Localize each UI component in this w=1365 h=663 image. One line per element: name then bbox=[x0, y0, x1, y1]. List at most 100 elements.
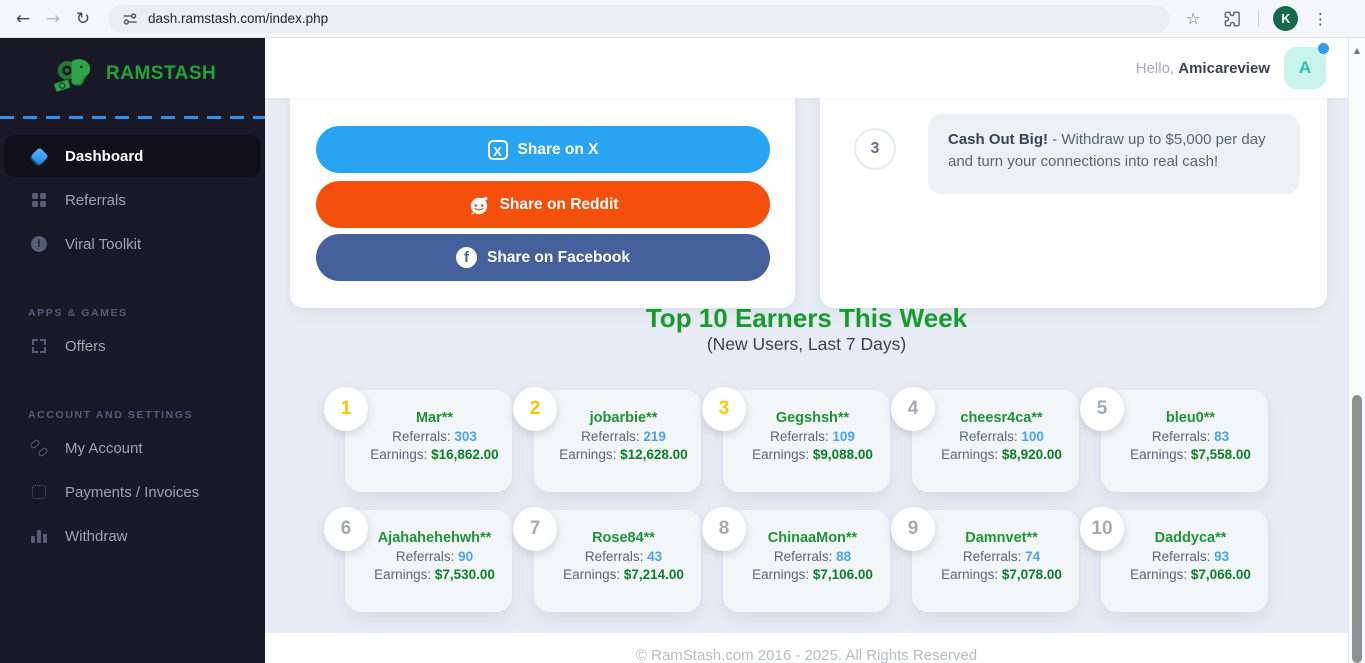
earner-referrals: Referrals: 303 bbox=[392, 429, 477, 444]
earner-earnings: Earnings: $16,862.00 bbox=[370, 447, 499, 462]
bookmark-star-icon[interactable]: ☆ bbox=[1186, 9, 1201, 28]
earner-referrals: Referrals: 88 bbox=[773, 549, 852, 564]
sidebar-item-label: My Account bbox=[65, 439, 143, 457]
rank-number: 6 bbox=[340, 518, 352, 539]
rank-number: 4 bbox=[907, 398, 919, 419]
ram-logo-icon bbox=[53, 59, 91, 93]
earner-card: 8 ChinaaMon** Referrals: 88 Earnings: $7… bbox=[702, 507, 890, 612]
page-scrollbar[interactable]: ▲ bbox=[1348, 38, 1365, 663]
earner-card: 4 cheesr4ca** Referrals: 100 Earnings: $… bbox=[891, 387, 1079, 492]
sidebar-item-label: Payments / Invoices bbox=[65, 483, 200, 501]
rank-number: 2 bbox=[529, 398, 541, 419]
toolbar-divider bbox=[1258, 10, 1260, 27]
share-card: X Share on X Share on Reddit f Share on … bbox=[290, 80, 795, 308]
rank-badge: 10 bbox=[1080, 507, 1124, 551]
earner-card: 9 Damnvet** Referrals: 74 Earnings: $7,0… bbox=[891, 507, 1079, 612]
user-avatar[interactable]: A bbox=[1284, 43, 1329, 89]
sidebar-item-label: Referrals bbox=[65, 191, 126, 209]
earner-username: bleu0** bbox=[1165, 410, 1216, 426]
sidebar: RamStash Dashboard Referrals ! Viral Too… bbox=[0, 38, 265, 663]
earner-earnings: Earnings: $9,088.00 bbox=[752, 447, 873, 462]
steps-card: 3 Cash Out Big! - Withdraw up to $5,000 … bbox=[820, 76, 1327, 308]
address-bar[interactable]: dash.ramstash.com/index.php bbox=[108, 4, 1170, 33]
top10-subtitle: (New Users, Last 7 Days) bbox=[706, 334, 907, 354]
earner-earnings: Earnings: $7,066.00 bbox=[1130, 567, 1251, 582]
step-text: - Withdraw up to $5,000 per day and turn… bbox=[948, 131, 1266, 170]
earner-earnings: Earnings: $8,920.00 bbox=[941, 447, 1062, 462]
rank-badge: 6 bbox=[324, 507, 368, 551]
sidebar-item-offers[interactable]: Offers bbox=[4, 325, 261, 367]
alert-circle-icon: ! bbox=[31, 236, 47, 252]
earner-username: Gegshsh** bbox=[775, 410, 850, 426]
step-description: Cash Out Big! - Withdraw up to $5,000 pe… bbox=[928, 114, 1300, 194]
brand-logo[interactable]: RamStash bbox=[0, 38, 265, 110]
earner-username: cheesr4ca** bbox=[960, 410, 1043, 426]
extensions-icon[interactable] bbox=[1222, 9, 1242, 29]
earner-username: Daddyca** bbox=[1154, 530, 1227, 546]
dashboard-icon bbox=[29, 146, 49, 166]
earner-card: 7 Rose84** Referrals: 43 Earnings: $7,21… bbox=[513, 507, 701, 612]
sidebar-item-viral-toolkit[interactable]: ! Viral Toolkit bbox=[4, 223, 261, 265]
sidebar-section-apps-games: APPS & GAMES bbox=[28, 307, 128, 319]
rank-badge: 4 bbox=[891, 387, 935, 431]
sidebar-item-dashboard[interactable]: Dashboard bbox=[4, 135, 261, 177]
earner-username: Rose84** bbox=[592, 530, 655, 546]
browser-back-icon[interactable]: ← bbox=[15, 8, 31, 29]
page-header: Hello, Amicareview A bbox=[265, 38, 1348, 98]
earner-referrals: Referrals: 219 bbox=[581, 429, 666, 444]
browser-reload-icon[interactable]: ↻ bbox=[75, 8, 91, 29]
earner-card: 6 Ajahahehehwh** Referrals: 90 Earnings:… bbox=[324, 507, 512, 612]
site-settings-icon[interactable] bbox=[122, 11, 138, 27]
bar-chart-icon bbox=[31, 529, 47, 543]
sidebar-item-my-account[interactable]: My Account bbox=[4, 427, 261, 469]
step-number-badge: 3 bbox=[854, 128, 896, 170]
url-text[interactable]: dash.ramstash.com/index.php bbox=[148, 11, 329, 26]
earner-referrals: Referrals: 93 bbox=[1151, 549, 1230, 564]
share-on-facebook-button[interactable]: f Share on Facebook bbox=[316, 234, 770, 281]
step-highlight: Cash Out Big! bbox=[948, 131, 1048, 148]
share-on-reddit-button[interactable]: Share on Reddit bbox=[316, 181, 770, 228]
rank-badge: 7 bbox=[513, 507, 557, 551]
invoice-box-icon bbox=[32, 485, 46, 499]
sidebar-item-label: Offers bbox=[65, 337, 106, 355]
earner-earnings: Earnings: $7,078.00 bbox=[941, 567, 1062, 582]
share-reddit-label: Share on Reddit bbox=[499, 195, 619, 213]
sidebar-item-label: Viral Toolkit bbox=[65, 235, 142, 253]
earners-row-1: 1 Mar** Referrals: 303 Earnings: $16,862… bbox=[265, 387, 1348, 492]
rank-badge: 8 bbox=[702, 507, 746, 551]
notification-dot bbox=[1318, 43, 1329, 54]
username: Amicareview bbox=[1178, 59, 1270, 77]
earner-earnings: Earnings: $7,558.00 bbox=[1130, 447, 1251, 462]
sidebar-nav: Dashboard Referrals ! Viral Toolkit APPS… bbox=[0, 135, 265, 557]
browser-toolbar: ← → ↻ dash.ramstash.com/index.php ☆ K ⋮ bbox=[0, 0, 1365, 38]
link-icon bbox=[29, 438, 49, 458]
rank-number: 3 bbox=[718, 398, 730, 419]
earner-referrals: Referrals: 83 bbox=[1151, 429, 1230, 444]
share-on-x-button[interactable]: X Share on X bbox=[316, 126, 770, 173]
rank-number: 8 bbox=[718, 518, 730, 539]
browser-profile-avatar[interactable]: K bbox=[1273, 6, 1299, 31]
earner-earnings: Earnings: $12,628.00 bbox=[559, 447, 688, 462]
earner-card: 1 Mar** Referrals: 303 Earnings: $16,862… bbox=[324, 387, 512, 492]
earner-referrals: Referrals: 43 bbox=[584, 549, 663, 564]
earner-card: 2 jobarbie** Referrals: 219 Earnings: $1… bbox=[513, 387, 701, 492]
earners-row-2: 6 Ajahahehehwh** Referrals: 90 Earnings:… bbox=[265, 507, 1348, 612]
sidebar-dashed-divider bbox=[0, 116, 265, 119]
reddit-icon bbox=[470, 196, 487, 214]
earner-username: Mar** bbox=[415, 410, 454, 426]
browser-menu-icon[interactable]: ⋮ bbox=[1312, 9, 1328, 28]
earner-username: Damnvet** bbox=[965, 530, 1038, 546]
greeting-text: Hello, Amicareview bbox=[1135, 59, 1270, 77]
rank-badge: 2 bbox=[513, 387, 557, 431]
scrollbar-thumb[interactable] bbox=[1352, 395, 1362, 663]
rank-number: 9 bbox=[907, 518, 919, 539]
share-facebook-label: Share on Facebook bbox=[487, 248, 630, 266]
sidebar-item-referrals[interactable]: Referrals bbox=[4, 179, 261, 221]
sidebar-item-payments-invoices[interactable]: Payments / Invoices bbox=[4, 471, 261, 513]
browser-forward-icon[interactable]: → bbox=[45, 8, 61, 29]
brand-name: RamStash bbox=[106, 63, 217, 84]
scrollbar-up-arrow-icon[interactable]: ▲ bbox=[1353, 46, 1361, 55]
facebook-icon: f bbox=[456, 247, 477, 268]
earner-earnings: Earnings: $7,214.00 bbox=[563, 567, 684, 582]
sidebar-item-withdraw[interactable]: Withdraw bbox=[4, 515, 261, 557]
